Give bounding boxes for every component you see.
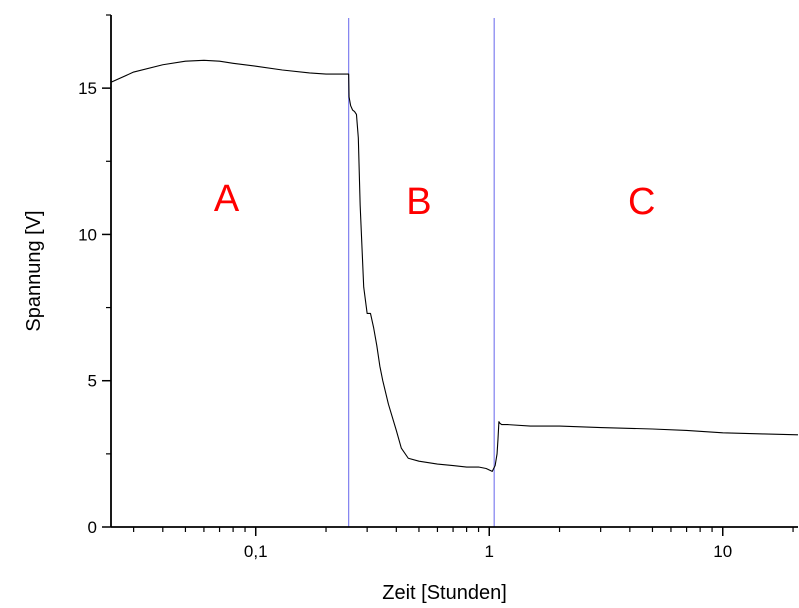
x-tick-label: 0,1 [244, 542, 268, 561]
x-tick-label: 1 [485, 542, 494, 561]
y-axis-title: Spannung [V] [23, 210, 45, 331]
region-label-c: C [628, 181, 655, 223]
y-tick-label: 5 [88, 372, 97, 391]
region-label-b: B [406, 181, 431, 223]
x-tick-label: 10 [713, 542, 732, 561]
x-axis-title: Zeit [Stunden] [382, 582, 507, 604]
region-label-a: A [214, 178, 240, 220]
y-tick-label: 15 [78, 79, 97, 98]
voltage-series [110, 59, 799, 472]
y-tick-label: 10 [78, 225, 97, 244]
x-axis-ticks: 0,1 1 10 [133, 527, 794, 561]
region-labels: A B C [214, 178, 656, 223]
axes [110, 15, 798, 528]
y-tick-label: 0 [88, 518, 97, 537]
series-line-1 [110, 59, 799, 472]
phase-boundary-lines [348, 18, 495, 527]
y-axis-ticks: 0 5 10 15 [78, 14, 111, 537]
